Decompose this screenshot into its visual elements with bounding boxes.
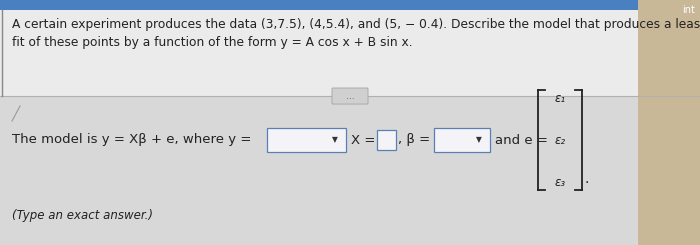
Text: ...: ...: [346, 92, 354, 100]
Text: ▼: ▼: [332, 135, 338, 145]
Text: int: int: [682, 5, 695, 15]
FancyBboxPatch shape: [377, 131, 395, 149]
Text: and e =: and e =: [495, 134, 548, 147]
Text: (Type an exact answer.): (Type an exact answer.): [12, 208, 153, 221]
Text: ▼: ▼: [476, 135, 482, 145]
FancyBboxPatch shape: [332, 88, 368, 104]
Bar: [0, 96, 700, 245]
Text: ε₁: ε₁: [554, 91, 566, 105]
Bar: [638, 0, 700, 245]
Text: fit of these points by a function of the form y = A cos x + B sin x.: fit of these points by a function of the…: [12, 36, 412, 49]
Text: The model is y = Xβ + e, where y =: The model is y = Xβ + e, where y =: [12, 134, 251, 147]
Bar: [0, 0, 700, 10]
Bar: [0, 10, 700, 96]
Text: ε₃: ε₃: [554, 175, 566, 188]
FancyBboxPatch shape: [433, 128, 489, 151]
Text: X =: X =: [351, 134, 375, 147]
FancyBboxPatch shape: [267, 128, 346, 151]
Text: A certain experiment produces the data (3,7.5), (4,5.4), and (5, − 0.4). Describ: A certain experiment produces the data (…: [12, 18, 700, 31]
Text: ε₂: ε₂: [554, 134, 566, 147]
Text: .: .: [585, 172, 589, 186]
Text: , β =: , β =: [398, 134, 430, 147]
